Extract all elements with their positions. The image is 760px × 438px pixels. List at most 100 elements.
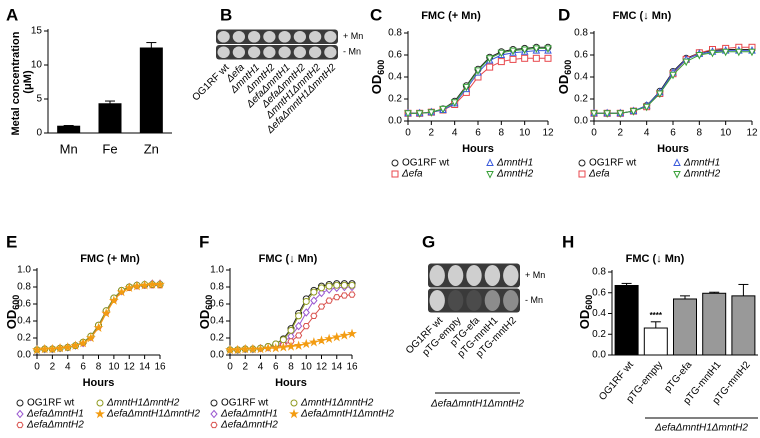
marker xyxy=(293,340,304,350)
y-axis-label: OD600 xyxy=(197,295,214,330)
marker xyxy=(532,54,540,62)
x-tick-label: 10 xyxy=(108,362,120,373)
legend-marker xyxy=(391,159,399,167)
marker xyxy=(497,58,505,66)
marker xyxy=(485,55,494,63)
y-axis-label: OD600 xyxy=(4,295,21,330)
y-tick-label: 10 xyxy=(31,60,43,71)
legend-marker xyxy=(95,408,105,419)
marker xyxy=(317,288,326,298)
x-tick-label: 12 xyxy=(746,128,758,139)
spot xyxy=(217,31,230,43)
spot xyxy=(484,265,501,286)
x-tick-label: 12 xyxy=(316,362,328,373)
marker xyxy=(450,99,459,107)
x-axis-label: Hours xyxy=(462,143,494,155)
legend-label: ΔmntH2 xyxy=(496,169,534,180)
marker xyxy=(308,337,319,347)
marker xyxy=(310,288,318,296)
y-tick-label: 0.8 xyxy=(574,28,588,39)
legend-marker xyxy=(486,171,494,179)
panel-letter: C xyxy=(370,5,382,24)
x-tick-label: 14 xyxy=(331,362,343,373)
x-axis-label: Hours xyxy=(275,377,307,389)
x-tick-label: 8 xyxy=(499,128,505,139)
marker xyxy=(70,340,81,350)
chart-title: FMC (↓ Mn) xyxy=(259,253,318,265)
spot xyxy=(484,290,501,311)
marker xyxy=(509,55,517,63)
series-line xyxy=(36,283,160,351)
y-tick-label: 1.0 xyxy=(17,265,31,276)
marker xyxy=(339,330,350,340)
legend-label: OG1RF wt xyxy=(27,398,74,409)
legend-marker xyxy=(210,399,218,407)
y-tick-label: 0.6 xyxy=(592,287,606,298)
marker xyxy=(240,343,251,354)
x-tick-label: 6 xyxy=(475,128,481,139)
marker xyxy=(147,279,158,289)
legend-marker xyxy=(210,421,218,429)
x-tick-label: 6 xyxy=(670,128,676,139)
marker xyxy=(55,343,65,353)
bar xyxy=(98,103,122,134)
marker xyxy=(348,281,356,289)
panel-letter: F xyxy=(199,232,209,251)
x-tick-label: 8 xyxy=(96,362,102,373)
series-line xyxy=(36,283,160,351)
y-tick-label: 5 xyxy=(36,94,42,105)
chart-title: FMC (+ Mn) xyxy=(421,10,481,22)
legend-marker xyxy=(486,158,494,166)
legend-label: ΔmntH1ΔmntH2 xyxy=(106,398,180,409)
panel-letter: B xyxy=(220,5,232,24)
y-tick-label: 0.0 xyxy=(17,350,31,361)
legend-label: ΔefaΔmntH1 xyxy=(220,409,278,420)
legend-label: ΔefaΔmntH1ΔmntH2 xyxy=(300,409,394,420)
y-tick-label: 0.6 xyxy=(388,50,402,61)
x-tick-label: 2 xyxy=(429,128,435,139)
legend-label: ΔmntH2 xyxy=(683,169,721,180)
legend-marker xyxy=(289,408,299,419)
marker xyxy=(317,303,326,310)
marker xyxy=(669,71,677,80)
legend-label: Δefa xyxy=(588,169,610,180)
spot xyxy=(429,265,445,286)
marker xyxy=(316,335,327,345)
bar xyxy=(614,284,639,356)
y-tick-label: 0.0 xyxy=(592,350,606,361)
marker xyxy=(101,308,112,318)
row-label: + Mn xyxy=(343,31,363,41)
marker xyxy=(629,108,638,116)
marker xyxy=(348,291,356,298)
y-axis-label: OD600 xyxy=(577,295,594,330)
marker xyxy=(333,294,341,301)
x-tick-label: 0 xyxy=(34,362,40,373)
legend-label: OG1RF wt xyxy=(221,398,268,409)
panel-letter: A xyxy=(6,5,18,24)
spot xyxy=(293,31,306,43)
legend-label: OG1RF wt xyxy=(402,158,449,169)
marker xyxy=(47,343,58,354)
y-tick-label: 0.2 xyxy=(388,94,402,105)
marker xyxy=(287,326,295,334)
y-tick-label: 0 xyxy=(36,128,42,139)
marker xyxy=(279,336,287,344)
row-label: + Mn xyxy=(525,270,545,280)
x-tick-label: 8 xyxy=(288,362,294,373)
marker xyxy=(93,322,104,332)
series-line xyxy=(36,283,160,351)
spot xyxy=(217,46,230,58)
spot xyxy=(503,265,519,286)
spot xyxy=(293,46,306,58)
x-tick-label: 10 xyxy=(301,362,313,373)
marker xyxy=(325,297,333,304)
x-tick-label: Mn xyxy=(60,141,78,156)
spot xyxy=(466,290,482,311)
chart-title: FMC (↓ Mn) xyxy=(613,10,672,22)
legend-marker xyxy=(578,159,586,167)
marker xyxy=(39,343,50,354)
spot xyxy=(324,31,337,43)
series-line xyxy=(594,50,752,114)
marker xyxy=(62,342,73,352)
